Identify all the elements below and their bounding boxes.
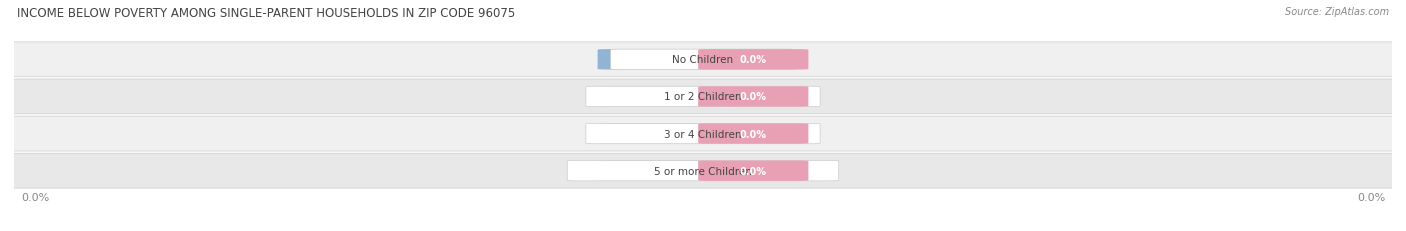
- Text: 0.0%: 0.0%: [21, 193, 49, 203]
- FancyBboxPatch shape: [598, 50, 707, 70]
- FancyBboxPatch shape: [699, 161, 808, 181]
- Text: INCOME BELOW POVERTY AMONG SINGLE-PARENT HOUSEHOLDS IN ZIP CODE 96075: INCOME BELOW POVERTY AMONG SINGLE-PARENT…: [17, 7, 515, 20]
- Text: 0.0%: 0.0%: [640, 129, 666, 139]
- Text: No Children: No Children: [672, 55, 734, 65]
- Text: 0.0%: 0.0%: [740, 55, 766, 65]
- Text: 0.0%: 0.0%: [740, 166, 766, 176]
- FancyBboxPatch shape: [598, 87, 707, 107]
- FancyBboxPatch shape: [586, 87, 820, 107]
- Text: 0.0%: 0.0%: [640, 92, 666, 102]
- FancyBboxPatch shape: [598, 124, 707, 144]
- Text: 0.0%: 0.0%: [1357, 193, 1385, 203]
- FancyBboxPatch shape: [0, 43, 1406, 77]
- FancyBboxPatch shape: [586, 124, 820, 144]
- FancyBboxPatch shape: [0, 80, 1406, 114]
- Text: 1 or 2 Children: 1 or 2 Children: [664, 92, 742, 102]
- FancyBboxPatch shape: [598, 161, 707, 181]
- FancyBboxPatch shape: [699, 50, 808, 70]
- Text: Source: ZipAtlas.com: Source: ZipAtlas.com: [1285, 7, 1389, 17]
- Text: 0.0%: 0.0%: [740, 129, 766, 139]
- Text: 0.0%: 0.0%: [640, 166, 666, 176]
- FancyBboxPatch shape: [0, 117, 1406, 151]
- FancyBboxPatch shape: [567, 161, 839, 181]
- Text: 0.0%: 0.0%: [740, 92, 766, 102]
- Text: 3 or 4 Children: 3 or 4 Children: [664, 129, 742, 139]
- FancyBboxPatch shape: [610, 50, 796, 70]
- FancyBboxPatch shape: [699, 124, 808, 144]
- Text: 0.0%: 0.0%: [640, 55, 666, 65]
- FancyBboxPatch shape: [699, 87, 808, 107]
- FancyBboxPatch shape: [0, 154, 1406, 188]
- Text: 5 or more Children: 5 or more Children: [654, 166, 752, 176]
